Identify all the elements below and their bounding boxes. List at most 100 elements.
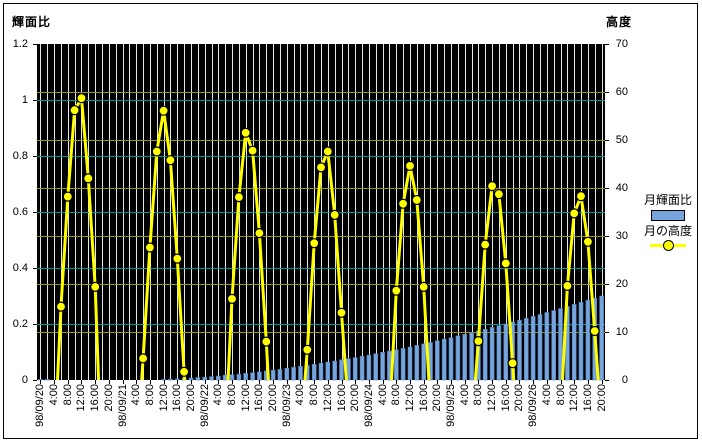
data-point-marker[interactable]: [480, 239, 491, 250]
bar[interactable]: [517, 319, 522, 381]
bar[interactable]: [311, 363, 317, 381]
bar[interactable]: [339, 359, 344, 381]
data-point-marker[interactable]: [493, 189, 504, 200]
data-point-marker[interactable]: [411, 194, 422, 206]
bar[interactable]: [202, 376, 207, 381]
bar[interactable]: [359, 355, 365, 381]
bar[interactable]: [530, 316, 536, 381]
legend[interactable]: 月輝面比 月の高度: [634, 193, 702, 251]
data-point-marker[interactable]: [62, 191, 73, 202]
bar[interactable]: [277, 369, 283, 381]
bar[interactable]: [558, 308, 563, 381]
data-point-marker[interactable]: [398, 198, 409, 209]
bar[interactable]: [161, 379, 166, 381]
data-point-marker[interactable]: [336, 307, 347, 318]
bar[interactable]: [544, 312, 550, 381]
data-point-marker[interactable]: [179, 366, 190, 377]
bar[interactable]: [462, 334, 468, 381]
bar[interactable]: [496, 325, 502, 381]
data-point-marker[interactable]: [172, 253, 183, 264]
bar[interactable]: [188, 377, 194, 381]
bar[interactable]: [325, 361, 331, 381]
bar[interactable]: [400, 348, 406, 381]
x-axis-value: 16:00: [253, 384, 266, 412]
bar[interactable]: [229, 374, 235, 381]
data-point-marker[interactable]: [302, 344, 313, 355]
data-point-marker[interactable]: [487, 181, 498, 192]
data-point-marker[interactable]: [569, 208, 580, 219]
bar[interactable]: [373, 353, 379, 381]
bar[interactable]: [284, 367, 290, 381]
bar[interactable]: [380, 351, 385, 381]
data-point-marker[interactable]: [83, 173, 94, 184]
bar[interactable]: [216, 375, 221, 381]
data-point-marker[interactable]: [404, 160, 416, 171]
bar[interactable]: [441, 338, 447, 381]
data-point-marker[interactable]: [151, 146, 162, 157]
bar[interactable]: [291, 367, 296, 381]
data-point-marker[interactable]: [76, 93, 87, 104]
bar[interactable]: [175, 378, 180, 381]
data-point-marker[interactable]: [315, 162, 327, 173]
bar[interactable]: [332, 360, 338, 381]
bar[interactable]: [44, 379, 50, 381]
bar[interactable]: [571, 304, 577, 381]
bar[interactable]: [448, 337, 454, 381]
bar[interactable]: [482, 328, 488, 381]
data-point-marker[interactable]: [233, 192, 244, 203]
data-point-marker[interactable]: [55, 301, 67, 312]
data-point-marker[interactable]: [247, 145, 258, 156]
bar[interactable]: [318, 362, 324, 381]
bar[interactable]: [243, 372, 248, 381]
bar[interactable]: [455, 335, 461, 381]
data-point-marker[interactable]: [158, 105, 169, 116]
bar[interactable]: [421, 343, 427, 381]
data-point-marker[interactable]: [138, 353, 149, 364]
bar[interactable]: [407, 346, 413, 381]
data-point-marker[interactable]: [500, 258, 511, 269]
bar[interactable]: [523, 318, 529, 381]
bar[interactable]: [434, 340, 440, 381]
bar[interactable]: [257, 371, 262, 381]
bar[interactable]: [168, 378, 173, 381]
data-point-marker[interactable]: [226, 293, 238, 304]
data-point-marker[interactable]: [261, 336, 272, 347]
data-point-marker[interactable]: [473, 336, 484, 347]
data-point-marker[interactable]: [165, 155, 176, 166]
data-point-marker[interactable]: [589, 325, 600, 337]
bar[interactable]: [38, 379, 43, 381]
data-point-marker[interactable]: [90, 281, 101, 292]
bar[interactable]: [489, 327, 495, 381]
bar[interactable]: [250, 372, 255, 381]
bar[interactable]: [236, 373, 242, 381]
bar[interactable]: [270, 369, 276, 381]
data-point-marker[interactable]: [391, 285, 402, 296]
bar[interactable]: [393, 349, 399, 381]
data-point-marker[interactable]: [582, 236, 594, 247]
bar[interactable]: [298, 365, 303, 381]
bar[interactable]: [599, 295, 604, 381]
data-point-marker[interactable]: [254, 228, 265, 239]
bar[interactable]: [414, 344, 420, 381]
data-point-marker[interactable]: [507, 358, 518, 369]
bar[interactable]: [503, 323, 509, 381]
data-point-marker[interactable]: [418, 281, 429, 292]
data-point-marker[interactable]: [240, 127, 251, 138]
data-point-marker[interactable]: [329, 209, 340, 220]
data-point-marker[interactable]: [144, 242, 155, 253]
bar[interactable]: [195, 377, 201, 381]
bar[interactable]: [352, 357, 358, 381]
data-point-marker[interactable]: [562, 280, 573, 291]
bar[interactable]: [578, 302, 584, 381]
data-point-marker[interactable]: [69, 105, 80, 116]
bar[interactable]: [366, 354, 372, 381]
bar[interactable]: [209, 376, 214, 381]
bar[interactable]: [551, 310, 557, 381]
data-point-marker[interactable]: [309, 238, 320, 249]
data-point-marker[interactable]: [322, 146, 333, 157]
bar[interactable]: [537, 314, 543, 381]
bar[interactable]: [585, 299, 591, 381]
data-point-marker[interactable]: [575, 191, 587, 202]
bar[interactable]: [469, 332, 474, 381]
